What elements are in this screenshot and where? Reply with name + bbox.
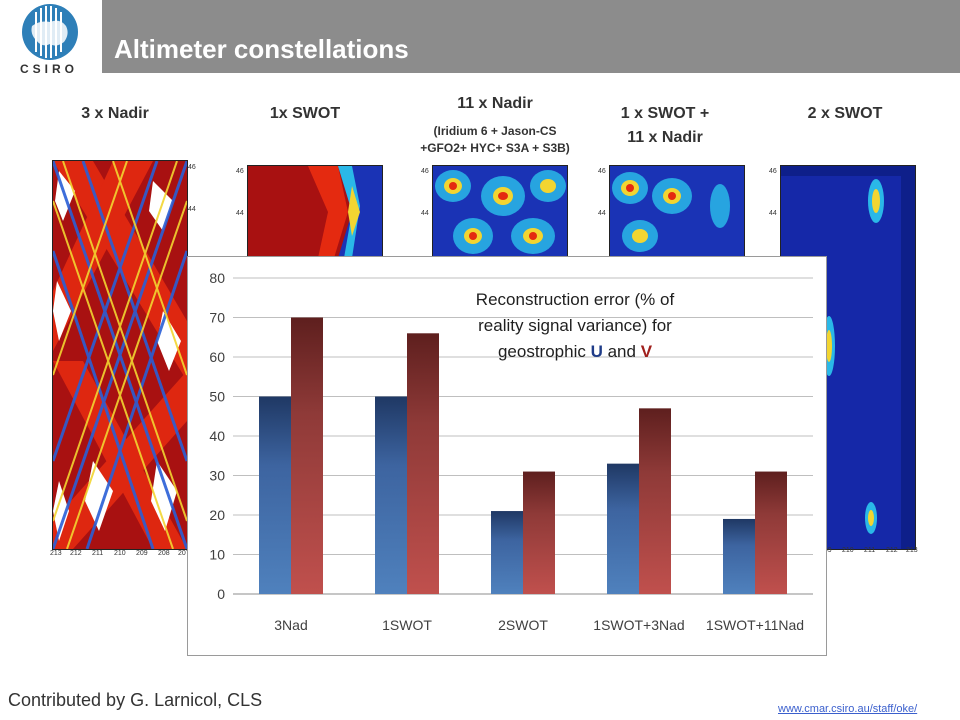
map-1-swot-image [248,166,382,258]
map-11-nadir [432,165,568,259]
lat-tick-46: 46 [769,168,777,175]
panel-label-swot-plus-nadir-line2: 11 x Nadir [627,129,703,146]
x-tick-label: 1SWOT+3Nad [593,617,684,633]
map-swot-plus-nadir [609,165,745,259]
lon-tick: 209 [136,550,148,557]
lat-tick-44: 44 [598,210,606,217]
csiro-logo-mark [22,4,78,60]
bar-u-1swot+11nad [723,518,755,594]
y-tick-label: 50 [209,389,225,405]
y-tick-label: 10 [209,547,225,563]
x-tick-label: 1SWOT [382,617,432,633]
bar-u-2swot [491,511,523,594]
y-tick-label: 70 [209,310,225,326]
map-3-nadir-image [53,161,187,549]
x-tick-label: 1SWOT+11Nad [706,617,804,633]
y-tick-label: 40 [209,428,225,444]
bar-u-3nad [259,396,291,594]
annotation-and: and [603,342,641,361]
bar-v-2swot [523,471,555,594]
lat-tick-46: 46 [236,168,244,175]
annotation-prefix: geostrophic [498,342,591,361]
x-tick-label: 2SWOT [498,617,548,633]
panel-sublabel-line1: (Iridium 6 + Jason-CS [433,124,557,138]
lat-tick-44: 44 [236,210,244,217]
lon-tick: 210 [842,547,854,554]
x-tick-label: 3Nad [274,617,307,633]
annotation-v: V [641,342,653,361]
map-1-swot [247,165,383,259]
chart-annotation-line3: geostrophic U and V [498,342,653,361]
chart-annotation-line1: Reconstruction error (% of [476,290,675,309]
lat-tick-46: 46 [188,164,196,171]
y-tick-label: 30 [209,468,225,484]
title-bar: Altimeter constellations [102,0,960,73]
lat-tick-44: 44 [769,210,777,217]
footer-url-link[interactable]: www.cmar.csiro.au/staff/oke/ [778,703,918,715]
map-swot-plus-nadir-image [610,166,744,258]
y-tick-label: 0 [217,586,225,602]
panel-label-3-nadir: 3 x Nadir [81,105,149,122]
map-3-nadir [52,160,188,550]
lon-tick: 211 [864,547,876,554]
bar-v-1swot [407,333,439,594]
map-11-nadir-image [433,166,567,258]
lon-tick: 212 [886,547,898,554]
panel-label-11-nadir: 11 x Nadir [457,95,533,112]
bar-v-1swot+11nad [755,471,787,594]
y-tick-label: 60 [209,349,225,365]
annotation-u: U [591,342,603,361]
y-tick-label: 80 [209,270,225,286]
credit-text: Contributed by G. Larnicol, CLS [8,690,263,710]
y-tick-label: 20 [209,507,225,523]
panel-label-swot-plus-nadir-line1: 1 x SWOT + [620,105,710,122]
bar-chart: 0 10 20 30 40 50 60 70 80 3Nad 1SWOT 2SWOT 1SWOT+3Na… [187,256,827,656]
bar-u-1swot+3nad [607,463,639,594]
csiro-logo: CSIRO [0,0,100,78]
panel-label-1-swot: 1x SWOT [269,105,341,122]
bar-chart-svg: 0 10 20 30 40 50 60 70 80 3Nad 1SWOT 2SWOT 1SWOT+3Na… [209,270,813,633]
chart-annotation-line2: reality signal variance) for [478,316,672,335]
lat-tick-46: 46 [598,168,606,175]
lon-tick: 210 [114,550,126,557]
lon-tick: 213 [50,550,62,557]
panel-label-2-swot: 2 x SWOT [807,105,883,122]
lat-tick-44: 44 [188,206,196,213]
logo-text: CSIRO [20,62,79,76]
lon-tick: 207 [178,550,190,557]
lon-tick: 208 [158,550,170,557]
lat-tick-44: 44 [421,210,429,217]
bar-v-1swot+3nad [639,408,671,594]
panel-sublabel-line2: +GFO2+ HYC+ S3A + S3B) [420,141,570,155]
lon-tick: 213 [906,547,918,554]
lat-tick-46: 46 [421,168,429,175]
page-title: Altimeter constellations [114,34,409,64]
lon-tick: 212 [70,550,82,557]
lon-tick: 211 [92,550,104,557]
bar-v-3nad [291,317,323,594]
bar-u-1swot [375,396,407,594]
